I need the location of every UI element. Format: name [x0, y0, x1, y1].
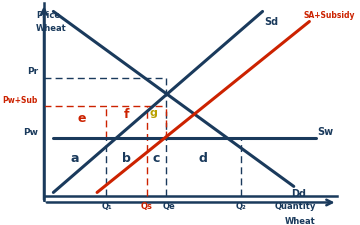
Text: Sd: Sd — [264, 18, 278, 27]
Text: Qs: Qs — [141, 202, 153, 211]
Text: Wheat: Wheat — [36, 23, 67, 32]
Text: d: d — [199, 152, 208, 165]
Text: f: f — [124, 108, 130, 121]
Text: Pr: Pr — [27, 67, 38, 76]
Text: Qe: Qe — [162, 202, 175, 211]
Text: Q₂: Q₂ — [235, 202, 246, 211]
Text: g: g — [149, 108, 157, 118]
Text: Sw: Sw — [317, 127, 333, 137]
Text: SA+Subsidy: SA+Subsidy — [303, 11, 355, 20]
Text: e: e — [77, 112, 86, 125]
Text: Pw+Sub: Pw+Sub — [3, 96, 38, 105]
Text: Quantity: Quantity — [274, 202, 316, 211]
Text: c: c — [153, 152, 160, 165]
Text: a: a — [71, 152, 80, 165]
Text: Price: Price — [36, 11, 60, 20]
Text: Q₁: Q₁ — [101, 202, 112, 211]
Text: Wheat: Wheat — [285, 216, 316, 225]
Text: b: b — [122, 152, 131, 165]
Text: Pw: Pw — [23, 128, 38, 137]
Text: Dd: Dd — [291, 189, 306, 199]
